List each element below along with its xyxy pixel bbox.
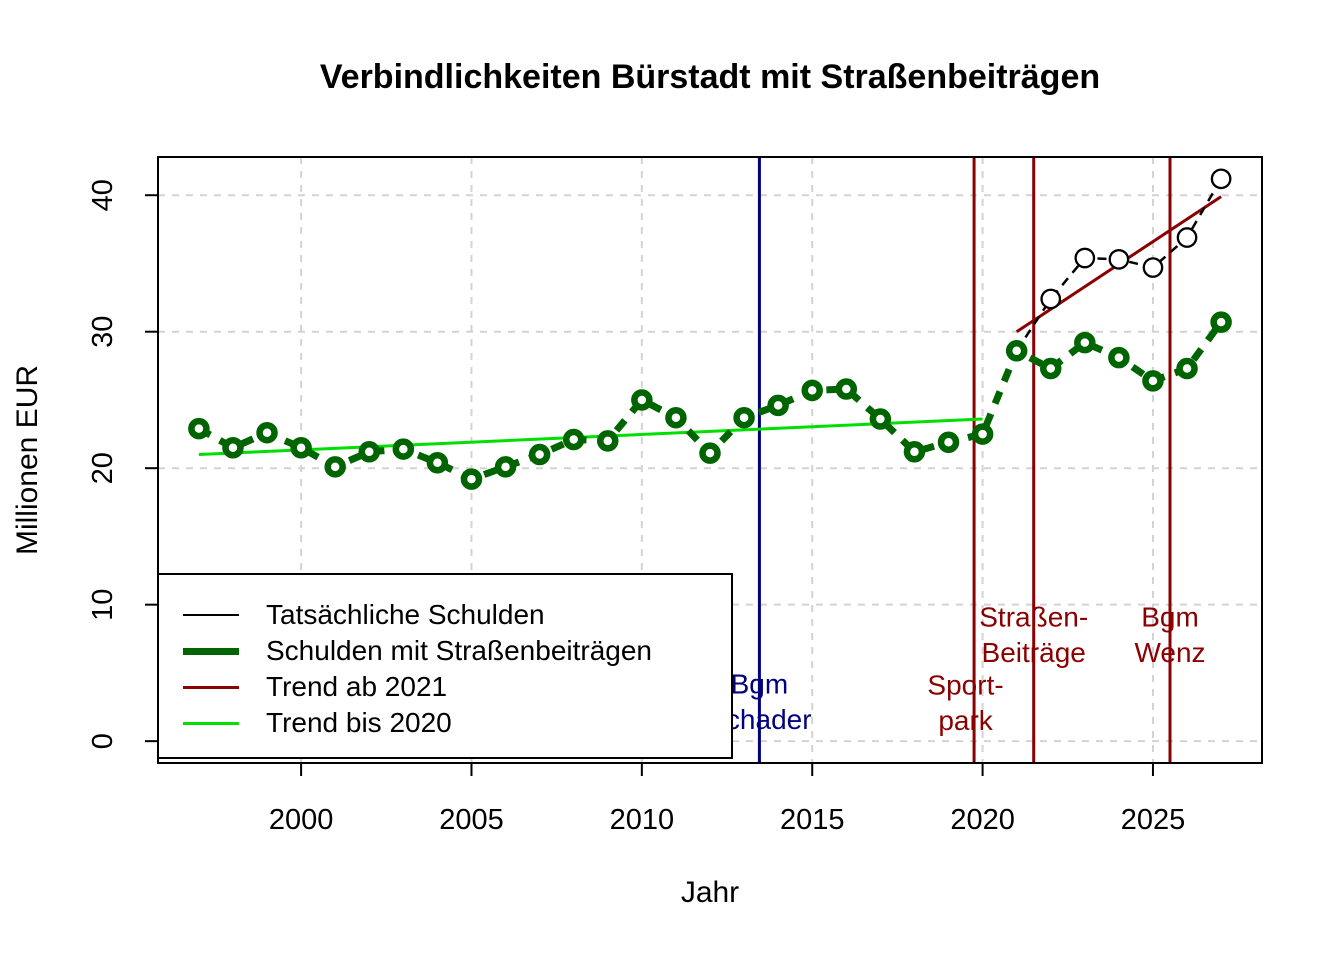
data-point-marker	[869, 408, 892, 430]
trend-line-trend-bis-2020	[198, 417, 983, 457]
legend-line-sample	[183, 685, 239, 689]
legend: Tatsächliche Schulden Schulden mit Straß…	[157, 573, 733, 759]
x-tick-label: 2015	[780, 804, 845, 836]
legend-item-label: Schulden mit Straßenbeiträgen	[266, 635, 652, 666]
data-point-marker	[1108, 249, 1130, 270]
legend-line-sample	[183, 613, 239, 617]
data-point-marker	[767, 394, 789, 417]
data-point-marker	[971, 423, 994, 445]
data-point-marker	[188, 417, 210, 440]
data-point-marker	[426, 451, 449, 474]
legend-item-label: Trend bis 2020	[266, 707, 452, 738]
data-point-marker	[665, 406, 687, 429]
x-tick-label: 2000	[269, 804, 334, 836]
event-label-bgm-schader: Bgm	[731, 668, 789, 699]
data-point-marker	[699, 442, 721, 464]
data-point-marker	[1142, 370, 1164, 392]
data-point-marker	[1074, 331, 1096, 354]
data-point-marker	[290, 436, 312, 459]
y-tick-label: 20	[87, 452, 119, 484]
data-point-marker	[1142, 257, 1164, 278]
x-tick-label: 2005	[439, 804, 504, 836]
legend-item-trend-ab-2021: Trend ab 2021	[183, 669, 731, 705]
legend-line-sample	[183, 721, 239, 725]
x-axis-title: Jahr	[680, 876, 740, 909]
x-tick-label: 2025	[1121, 804, 1186, 836]
data-point-marker	[1108, 346, 1130, 369]
data-point-marker	[1005, 340, 1028, 362]
data-point-marker	[733, 406, 755, 429]
y-tick-label: 30	[87, 316, 119, 348]
data-point-marker	[256, 421, 278, 444]
event-labels: BgmSchaderSport-parkStraßen-BeiträgeBgmW…	[707, 601, 1205, 736]
chart-title: Verbindlichkeiten Bürstadt mit Straßenbe…	[319, 58, 1101, 96]
data-point-marker	[222, 436, 244, 459]
data-point-marker	[324, 456, 346, 478]
data-point-marker	[835, 378, 858, 400]
data-point-marker	[631, 389, 653, 411]
plot-border	[157, 156, 1263, 764]
data-point-marker	[494, 456, 517, 478]
event-label-strassen-beitraege: Straßen-	[979, 601, 1088, 632]
axis-tick-labels: 2000 2005 2010 2015 2020 2025 0 10 20 30 40	[87, 179, 1185, 836]
y-tick-label: 40	[87, 179, 119, 211]
series-schulden-mit-strassenbeitraegen	[188, 311, 1232, 490]
data-point-marker	[528, 443, 551, 466]
event-label-sportpark: Sport-	[927, 670, 1003, 701]
data-point-marker	[1176, 357, 1198, 380]
data-point-marker	[460, 468, 483, 490]
data-point-marker	[1040, 288, 1062, 310]
legend-item-trend-bis-2020: Trend bis 2020	[183, 705, 731, 741]
legend-item-schulden-mit-strassenbeitraegen: Schulden mit Straßenbeiträgen	[183, 633, 731, 669]
event-label-bgm-wenz: Bgm	[1141, 601, 1199, 632]
data-point-marker	[903, 441, 926, 463]
legend-item-tatsaechliche-schulden: Tatsächliche Schulden	[183, 597, 731, 633]
event-lines	[757, 157, 1172, 763]
event-label-sportpark: park	[938, 705, 993, 736]
data-point-marker	[1074, 247, 1096, 269]
x-tick-label: 2020	[950, 804, 1015, 836]
data-point-marker	[358, 441, 381, 463]
data-point-marker	[1039, 357, 1062, 380]
y-tick-label: 10	[87, 589, 119, 621]
x-tick-label: 2010	[610, 804, 675, 836]
data-point-marker	[597, 430, 619, 452]
legend-item-label: Tatsächliche Schulden	[266, 599, 545, 630]
data-point-marker	[1210, 168, 1232, 190]
data-point-marker	[937, 431, 960, 454]
event-label-strassen-beitraege: Beiträge	[982, 637, 1086, 668]
legend-line-sample	[183, 647, 239, 655]
trend-lines	[198, 195, 1222, 457]
y-axis-title: Millionen EUR	[11, 364, 44, 556]
data-point-marker	[562, 428, 585, 451]
data-point-marker	[801, 379, 823, 402]
axis-ticks	[145, 194, 1154, 776]
data-point-marker	[1210, 311, 1232, 333]
data-point-marker	[1176, 227, 1198, 248]
y-tick-label: 0	[87, 733, 119, 749]
legend-item-label: Trend ab 2021	[266, 671, 448, 702]
data-point-marker	[392, 438, 415, 460]
event-label-bgm-wenz: Wenz	[1134, 637, 1205, 668]
